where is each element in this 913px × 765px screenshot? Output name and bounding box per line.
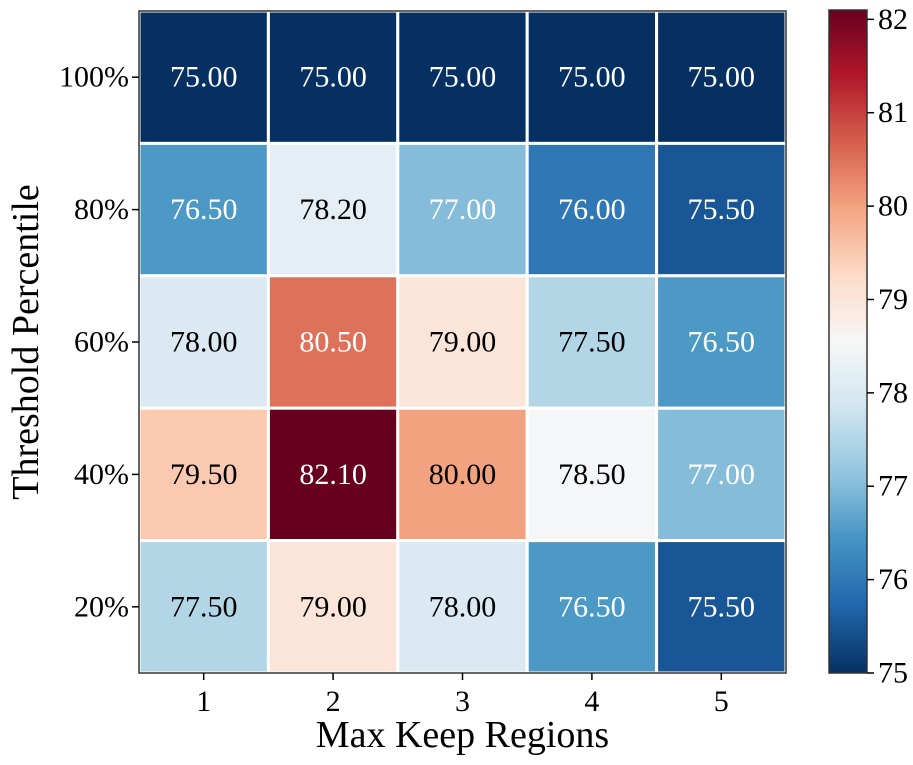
cell-label-r1-c0: 76.50 [170, 193, 238, 226]
x-tick-label: 1 [196, 685, 211, 718]
colorbar-tick-label: 79 [878, 283, 908, 316]
cell-label-r2-c2: 79.00 [429, 326, 497, 359]
y-tick-label: 40% [74, 458, 129, 491]
x-tick-label: 3 [455, 685, 470, 718]
colorbar-tick-label: 80 [878, 190, 908, 223]
y-tick-label: 80% [74, 193, 129, 226]
cell-label-r4-c3: 76.50 [558, 590, 626, 623]
colorbar-ticks: 75 76 77 78 79 80 81 82 [867, 3, 908, 690]
cell-label-r3-c3: 78.50 [558, 458, 626, 491]
cell-label-r2-c1: 80.50 [299, 326, 367, 359]
colorbar-tick-label: 75 [878, 657, 908, 690]
x-axis-ticks: 1 2 3 4 5 [196, 673, 729, 718]
cell-label-r3-c2: 80.00 [429, 458, 497, 491]
colorbar-tick-label: 77 [878, 470, 908, 503]
heatmap-cell-r2-c3 [525, 274, 659, 410]
cell-label-r0-c1: 75.00 [299, 61, 367, 94]
colorbar-tick-label: 76 [878, 563, 908, 596]
colorbar-tick-label: 82 [878, 3, 908, 36]
x-tick-label: 5 [714, 685, 729, 718]
x-tick-label: 2 [326, 685, 341, 718]
heatmap-cell-r1-c4 [655, 141, 788, 278]
cell-label-r4-c0: 77.50 [170, 590, 238, 623]
cell-label-r1-c1: 78.20 [299, 193, 367, 226]
cell-label-r3-c1: 82.10 [299, 458, 367, 491]
cell-label-r4-c2: 78.00 [429, 590, 497, 623]
cell-label-r2-c4: 76.50 [688, 326, 756, 359]
colorbar-gradient [828, 9, 868, 674]
heatmap-cell-labels: 75.00 75.00 75.00 75.00 75.00 76.50 78.20 77.00… [170, 61, 755, 624]
heatmap-cell-r0-c0 [137, 9, 270, 145]
cell-label-r0-c0: 75.00 [170, 61, 238, 94]
cell-label-r1-c2: 77.00 [429, 193, 497, 226]
colorbar: 75 76 77 78 79 80 81 82 [828, 3, 908, 690]
heatmap-cell-r3-c3 [525, 406, 659, 543]
heatmap-cell-r0-c1 [266, 9, 400, 145]
heatmap-cell-r3-c4 [655, 406, 788, 543]
cell-label-r4-c1: 79.00 [299, 590, 367, 623]
heatmap-cell-r1-c2 [396, 141, 529, 278]
y-tick-label: 60% [74, 326, 129, 359]
cell-label-r4-c4: 75.50 [688, 590, 756, 623]
x-tick-label: 4 [584, 685, 599, 718]
y-tick-label: 20% [74, 590, 129, 623]
heatmap-cell-r2-c1 [266, 274, 400, 410]
cell-label-r0-c2: 75.00 [429, 61, 497, 94]
cell-label-r1-c3: 76.00 [558, 193, 626, 226]
cell-label-r2-c3: 77.50 [558, 326, 626, 359]
cell-label-r3-c0: 79.50 [170, 458, 238, 491]
heatmap-cell-r4-c1 [266, 539, 400, 675]
y-axis-ticks: 100% 80% 60% 40% 20% [59, 61, 139, 623]
cell-label-r3-c4: 77.00 [688, 458, 756, 491]
y-axis-label: Threshold Percentile [5, 184, 47, 500]
cell-label-r1-c4: 75.50 [688, 193, 756, 226]
heatmap-cell-r3-c2 [396, 406, 529, 543]
cell-label-r0-c3: 75.00 [558, 61, 626, 94]
colorbar-tick-label: 78 [878, 376, 908, 409]
heatmap-cell-r4-c0 [137, 539, 270, 675]
heatmap-cell-r4-c2 [396, 539, 529, 675]
cell-label-r0-c4: 75.00 [688, 61, 756, 94]
y-tick-label: 100% [59, 61, 129, 94]
x-axis-label: Max Keep Regions [316, 714, 609, 756]
cell-label-r2-c0: 78.00 [170, 326, 238, 359]
heatmap-cell-r3-c1 [266, 406, 400, 543]
heatmap-cells [137, 9, 788, 675]
colorbar-tick-label: 81 [878, 96, 908, 129]
